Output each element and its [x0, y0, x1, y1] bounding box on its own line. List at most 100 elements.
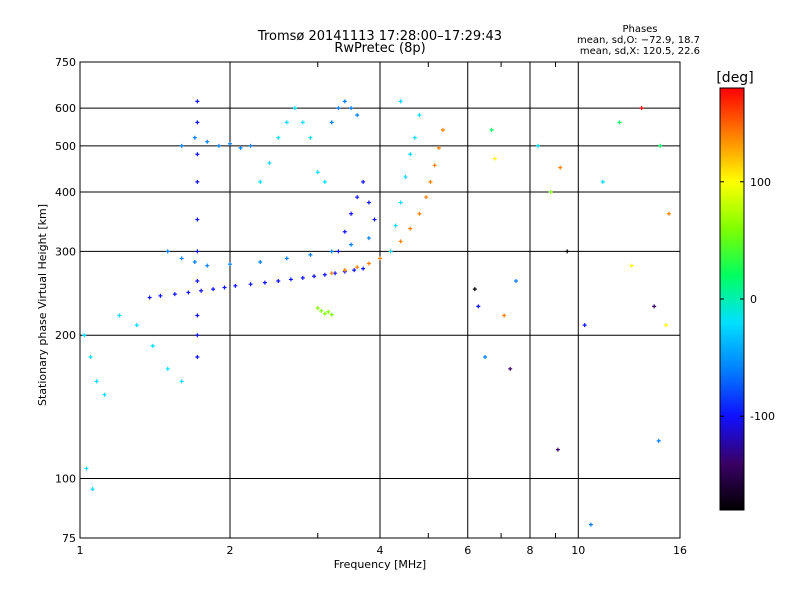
data-point-O_spread_2	[329, 249, 334, 254]
data-point-lower_trace	[262, 280, 267, 285]
data-point-O_column_17	[195, 333, 200, 338]
x-tick-label: 8	[527, 544, 534, 557]
chart-subtitle: RwPretec (8p)	[334, 41, 425, 56]
data-point-O_column_4	[417, 113, 422, 118]
data-point-scattered	[565, 249, 570, 254]
data-point-O_mid_3	[355, 195, 360, 200]
data-point-O_upper_1	[248, 143, 253, 148]
data-point-X_trace	[355, 265, 360, 270]
data-point-scattered	[588, 522, 593, 527]
data-point-O_low	[134, 323, 139, 328]
data-point-O_upper_2	[308, 135, 313, 140]
data-point-O_upper_2	[276, 135, 281, 140]
y-tick-label: 500	[55, 140, 76, 153]
data-point-O_upper_3	[336, 106, 341, 111]
data-point-O_upper_1	[192, 135, 197, 140]
y-tick-label: 400	[55, 186, 76, 199]
colorbar-tick-label: 0	[750, 293, 757, 306]
colorbar-tick-label: -100	[750, 410, 775, 423]
data-point-O_upper_2	[284, 120, 289, 125]
data-point-O_low	[165, 366, 170, 371]
x-tick-label: 4	[377, 544, 384, 557]
x-tick-label: 10	[571, 544, 585, 557]
data-point-scattered	[617, 120, 622, 125]
data-point-O_upper_1	[238, 145, 243, 150]
data-point-O_spread_2	[284, 256, 289, 261]
y-tick-label: 750	[55, 56, 76, 69]
data-point-lower_trace	[352, 268, 357, 273]
data-point-lower_trace	[172, 292, 177, 297]
data-point-X_trace	[417, 211, 422, 216]
data-point-O_upper_3	[342, 99, 347, 104]
data-point-O_mid_3	[336, 249, 341, 254]
data-point-lower_trace	[158, 293, 163, 298]
data-point-scattered	[492, 156, 497, 161]
y-tick-label: 200	[55, 329, 76, 342]
stats-o-line: mean, sd,O: −72.9, 18.7	[577, 35, 700, 46]
data-point-O_column_4	[412, 135, 417, 140]
x-axis-label: Frequency [MHz]	[334, 558, 426, 571]
data-point-O_upper_3	[329, 120, 334, 125]
data-point-O_spread_2	[366, 236, 371, 241]
data-point-O_column_17	[195, 179, 200, 184]
y-tick-label: 300	[55, 245, 76, 258]
data-point-lower_trace	[312, 274, 317, 279]
data-point-scattered	[658, 143, 663, 148]
x-tick-label: 2	[227, 544, 234, 557]
data-point-O_spread_2	[349, 242, 354, 247]
data-point-green_patch	[322, 311, 327, 316]
data-point-lower_trace	[322, 272, 327, 277]
data-point-green_patch	[326, 309, 331, 314]
data-point-O_upper_2	[292, 106, 297, 111]
data-point-O_upper_1	[179, 143, 184, 148]
y-tick-label: 100	[55, 473, 76, 486]
colorbar-tick-label: 100	[750, 176, 771, 189]
data-point-O_low	[150, 343, 155, 348]
data-point-scattered	[652, 304, 657, 309]
data-point-O_column_4	[388, 249, 393, 254]
data-point-O_column_17	[195, 279, 200, 284]
data-point-O_spread_2	[205, 263, 210, 268]
data-point-O_spread_2	[179, 256, 184, 261]
data-point-O_low	[84, 466, 89, 471]
data-point-scattered	[664, 323, 669, 328]
data-point-O_column_4	[398, 99, 403, 104]
data-point-X_trace	[398, 239, 403, 244]
colorbar: 100 0 -100	[719, 87, 775, 511]
data-point-O_mid_3	[372, 217, 377, 222]
data-point-lower_trace	[186, 290, 191, 295]
data-point-O_upper_3	[349, 106, 354, 111]
data-point-X_trace	[436, 145, 441, 150]
colorbar-label: [deg]	[716, 70, 753, 86]
data-point-O_column_17	[195, 355, 200, 360]
data-point-O_spread_2	[228, 262, 232, 267]
data-point-scattered	[582, 323, 587, 328]
data-point-X_trace	[408, 226, 413, 231]
data-point-O_upper_2	[315, 170, 320, 175]
data-point-O_upper_2	[267, 161, 272, 166]
data-point-O_mid_3	[361, 179, 366, 184]
data-point-O_upper_2	[300, 120, 305, 125]
data-point-scattered	[666, 211, 671, 216]
stats-x-line: mean, sd,X: 120.5, 22.6	[580, 46, 700, 57]
y-tick-label: 600	[55, 102, 76, 115]
data-point-scattered	[548, 189, 553, 194]
data-point-scattered	[514, 279, 519, 284]
y-axis-label: Stationary phase Virtual Height [km]	[36, 204, 49, 406]
data-point-lower_trace	[248, 282, 253, 287]
data-point-O_spread_2	[192, 260, 197, 265]
data-point-O_column_17	[195, 313, 200, 318]
data-point-scattered	[558, 165, 563, 170]
data-point-X_trace	[428, 179, 433, 184]
data-point-lower_trace	[300, 275, 305, 280]
data-point-green_patch	[329, 312, 334, 317]
data-point-O_upper_3	[355, 113, 360, 118]
chart-title: Tromsø 20141113 17:28:00–17:29:43	[257, 29, 502, 44]
data-point-O_low	[179, 379, 184, 384]
data-point-scattered	[555, 447, 560, 452]
plot-frame	[79, 61, 681, 539]
data-point-scattered	[656, 438, 661, 443]
data-point-O_low	[82, 333, 87, 338]
data-point-O_upper_1	[205, 139, 210, 144]
